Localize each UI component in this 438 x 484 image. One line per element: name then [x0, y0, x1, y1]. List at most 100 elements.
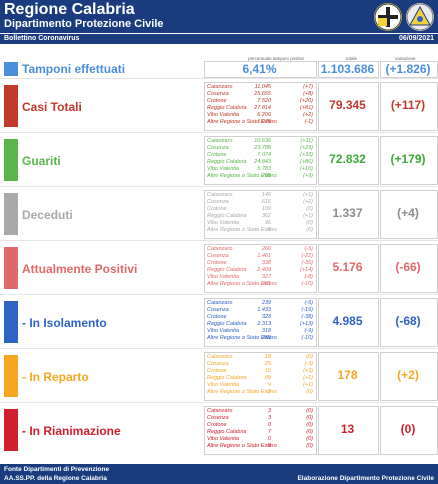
tamponi-row: Tamponi effettuati 6,41% 1.103.686 (+1.8…: [2, 61, 438, 78]
section-0: Casi Totali Catanzaro 11.045 (+7) Cosenza 25.…: [2, 80, 438, 132]
province-delta: (-1): [304, 119, 313, 125]
province-name: Crotone: [207, 98, 227, 104]
province-value: 359: [261, 335, 271, 341]
section-total: 5.176: [332, 260, 363, 274]
list-item: Crotone 0 (0): [207, 422, 313, 429]
section-6: - In Rianimazione Catanzaro 3 (0) Cosenza 3 (0…: [2, 404, 438, 456]
province-delta: (-5): [304, 246, 313, 252]
header-subtitle: Dipartimento Protezione Civile: [4, 18, 164, 30]
province-value: 1.461: [257, 253, 271, 259]
province-value: 361: [261, 281, 271, 287]
list-item: Crotone 338 (-35): [207, 260, 313, 267]
province-value: 6.206: [257, 112, 271, 118]
province-delta: (0): [306, 429, 313, 435]
province-value: 2.409: [257, 267, 271, 273]
tamponi-color-bar: [4, 62, 18, 76]
list-item: Cosenza 25 (-3): [207, 361, 313, 368]
province-name: Vibo Valentia: [207, 166, 240, 172]
list-item: Altre Regione o Stato Estero 361 (-10): [207, 281, 313, 288]
province-delta: (-35): [301, 260, 313, 266]
province-name: Vibo Valentia: [207, 112, 240, 118]
list-item: Vibo Valentia 0 (0): [207, 436, 313, 443]
province-value: 7.520: [257, 98, 271, 104]
section-color-bar: [4, 355, 18, 397]
province-value: 89: [264, 375, 271, 381]
province-name: Crotone: [207, 368, 227, 374]
province-delta: (-22): [301, 253, 313, 259]
province-value: 25: [264, 361, 271, 367]
province-name: Reggio Calabria: [207, 213, 247, 219]
province-value: 23.788: [254, 145, 271, 151]
list-item: Catanzaro 146 (+1): [207, 192, 313, 199]
section-variation: (+4): [397, 206, 419, 220]
province-value: 3: [267, 408, 271, 414]
section-breakdown-list: Catanzaro 3 (0) Cosenza 3 (0) Crotone 0 (0) Reggi…: [207, 408, 313, 450]
section-total: 1.337: [332, 206, 363, 220]
section-variation-box: [380, 352, 438, 401]
section-breakdown-list: Catanzaro 146 (+1) Cosenza 616 (+2) Crotone 109…: [207, 192, 313, 234]
section-list-box: [204, 352, 317, 401]
province-delta: (-38): [301, 314, 313, 320]
province-name: Cosenza: [207, 415, 229, 421]
list-item: Crotone 323 (-38): [207, 314, 313, 321]
list-item: Reggio Calabria 89 (+1): [207, 375, 313, 382]
section-label: Guariti: [22, 154, 61, 168]
section-5: - In Reparto Catanzaro 18 (0) Cosenza 25 (-3) C…: [2, 350, 438, 402]
province-value: 616: [261, 199, 271, 205]
province-value: 1.433: [257, 307, 271, 313]
section-variation: (+117): [390, 98, 426, 112]
section-total-box: [318, 190, 379, 239]
province-name: Catanzaro: [207, 246, 233, 252]
list-item: Reggio Calabria 7 (0): [207, 429, 313, 436]
section-variation: (+179): [390, 152, 426, 166]
section-breakdown-list: Catanzaro 18 (0) Cosenza 25 (-3) Crotone 15 (+3)…: [207, 354, 313, 396]
footer-source: Fonte Dipartimenti di Prevenzione: [4, 466, 110, 473]
province-name: Catanzaro: [207, 138, 233, 144]
province-delta: (0): [306, 436, 313, 442]
list-item: Altre Regione o Stato Estero 1.075 (-1): [207, 119, 313, 126]
footer-bar: Fonte Dipartimenti di Prevenzione AA.SS.…: [0, 464, 438, 484]
province-name: Reggio Calabria: [207, 321, 247, 327]
list-item: Crotone 15 (+3): [207, 368, 313, 375]
province-value: 239: [261, 300, 271, 306]
province-delta: (+1): [303, 192, 313, 198]
province-name: Crotone: [207, 206, 227, 212]
province-value: 2: [267, 389, 271, 395]
province-value: 6: [267, 227, 271, 233]
tamponi-variation: (+1.826): [385, 62, 431, 76]
bulletin-date: 06/09/2021: [398, 34, 434, 42]
list-item: Reggio Calabria 2.313 (+13): [207, 321, 313, 328]
section-label: - In Isolamento: [22, 316, 107, 330]
section-color-bar: [4, 85, 18, 127]
province-value: 2.313: [257, 321, 271, 327]
province-name: Cosenza: [207, 91, 229, 97]
section-breakdown-list: Catanzaro 11.045 (+7) Cosenza 25.655 (+8) Crot…: [207, 84, 313, 126]
province-value: 7.074: [257, 152, 271, 158]
province-delta: (+86): [300, 159, 313, 165]
list-item: Catanzaro 10.636 (+11): [207, 138, 313, 145]
province-value: 11.045: [254, 84, 271, 90]
section-label: - In Rianimazione: [22, 424, 121, 438]
province-delta: (+14): [300, 267, 313, 273]
province-name: Reggio Calabria: [207, 105, 247, 111]
province-value: 0: [267, 443, 271, 449]
province-value: 1.075: [257, 119, 271, 125]
list-item: Vibo Valentia 96 (0): [207, 220, 313, 227]
province-value: 5.783: [257, 166, 271, 172]
list-item: Catanzaro 11.045 (+7): [207, 84, 313, 91]
section-breakdown-list: Catanzaro 10.636 (+11) Cosenza 23.788 (+29) Cr…: [207, 138, 313, 180]
list-item: Catanzaro 3 (0): [207, 408, 313, 415]
tamponi-total: 1.103.686: [320, 62, 375, 76]
section-list-box: [204, 298, 317, 347]
header-bar: Regione Calabria Dipartimento Protezione…: [0, 0, 438, 33]
section-total: 4.985: [332, 314, 363, 328]
province-name: Catanzaro: [207, 192, 233, 198]
list-item: Altre Regione o Stato Estero 0 (0): [207, 443, 313, 450]
tamponi-percent: 6,41%: [242, 62, 277, 76]
province-name: Crotone: [207, 314, 227, 320]
province-delta: (0): [306, 220, 313, 226]
list-item: Reggio Calabria 27.814 (+81): [207, 105, 313, 112]
province-delta: (-10): [301, 281, 313, 287]
section-list-box: [204, 406, 317, 455]
province-delta: (+11): [300, 138, 313, 144]
